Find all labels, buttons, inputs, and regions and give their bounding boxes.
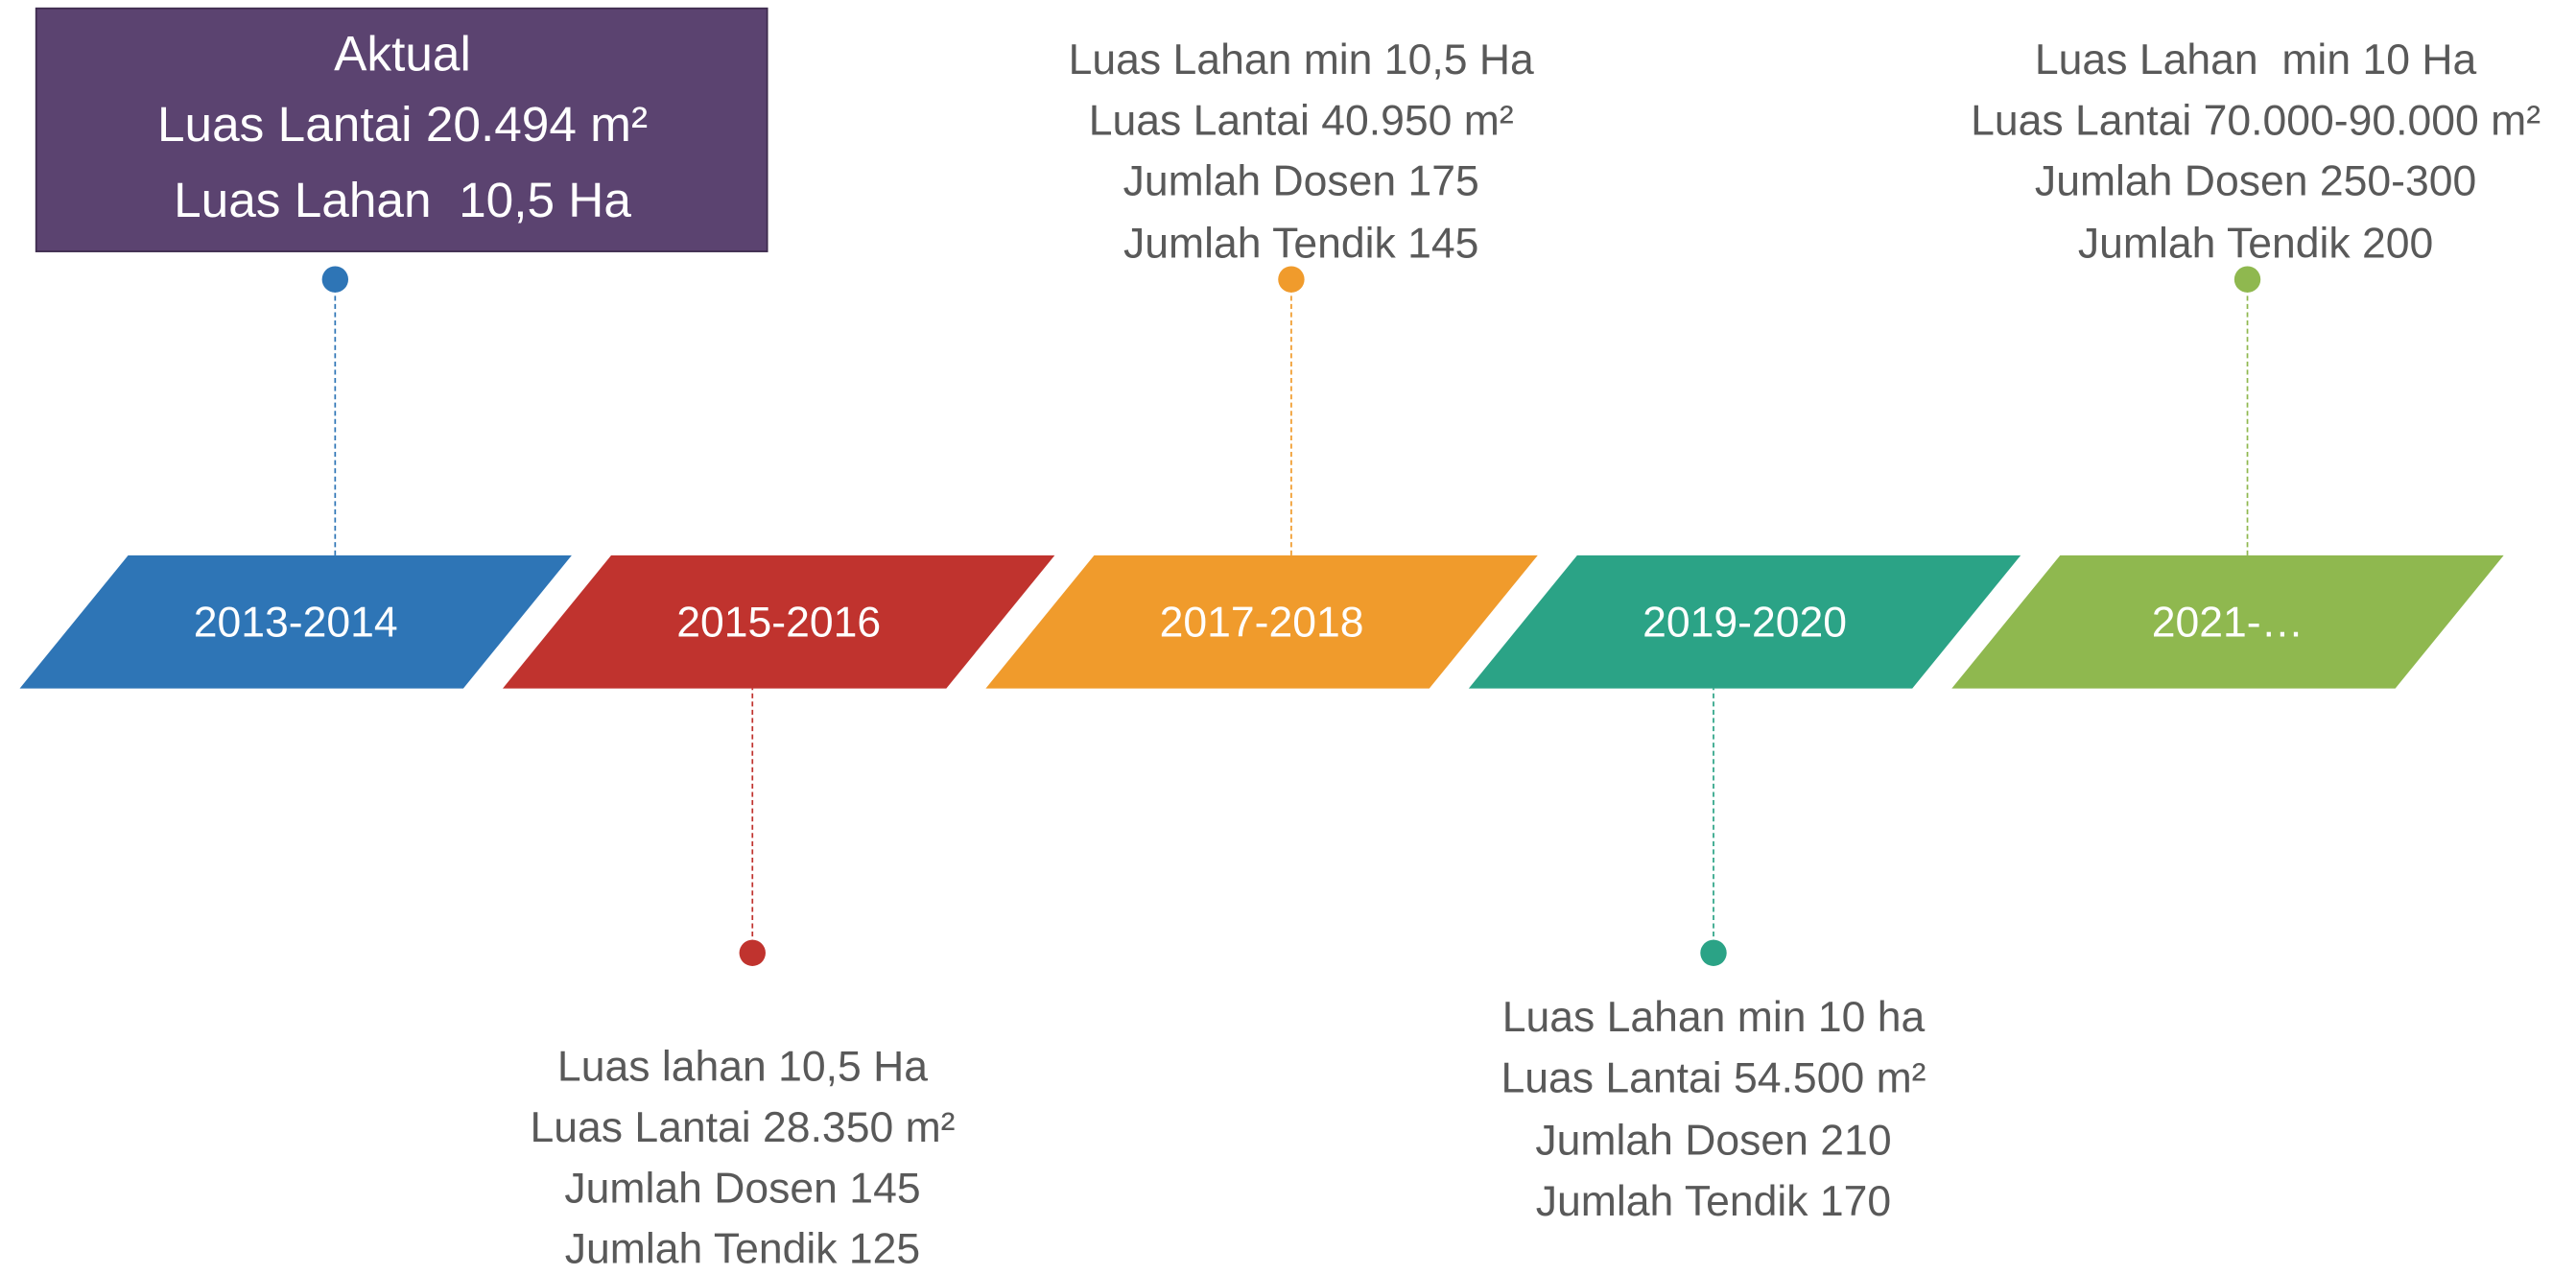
note-line: Luas lahan 10,5 Ha [557, 1044, 928, 1091]
note-line: Jumlah Dosen 145 [564, 1165, 920, 1212]
period-shape [19, 555, 572, 689]
note-line: Luas Lahan min 10,5 Ha [1069, 36, 1534, 83]
period-shape [502, 555, 1055, 689]
period-label: 2013-2014 [194, 599, 398, 646]
marker-dot [1700, 939, 1727, 966]
note-line: Aktual [334, 26, 471, 82]
note-line: Jumlah Tendik 200 [2078, 221, 2433, 268]
marker-dot [321, 266, 349, 293]
note-line: Jumlah Tendik 170 [1536, 1178, 1891, 1225]
marker-dot [739, 939, 766, 966]
note-line: Jumlah Dosen 210 [1535, 1118, 1891, 1165]
note-line: Jumlah Tendik 125 [565, 1226, 920, 1273]
note-line: Luas Lantai 20.494 m² [157, 96, 648, 152]
period-label: 2015-2016 [676, 599, 881, 646]
note-line: Luas Lahan 10,5 Ha [174, 172, 631, 227]
period-label: 2021-… [2152, 599, 2304, 646]
note-line: Jumlah Tendik 145 [1123, 221, 1478, 268]
note-line: Jumlah Dosen 175 [1123, 158, 1479, 205]
note-line: Luas Lahan min 10 ha [1502, 994, 1926, 1041]
period-label: 2019-2020 [1642, 599, 1847, 646]
period-label: 2017-2018 [1160, 599, 1364, 646]
period-shape [985, 555, 1538, 689]
marker-dot [1278, 266, 1305, 293]
note-line: Luas Lantai 70.000-90.000 m² [1971, 97, 2541, 144]
note-line: Jumlah Dosen 250-300 [2035, 158, 2476, 205]
highlight-box [35, 7, 768, 252]
note-line: Luas Lantai 40.950 m² [1089, 97, 1514, 144]
note-line: Luas Lantai 54.500 m² [1501, 1055, 1926, 1102]
note-line: Luas Lantai 28.350 m² [531, 1104, 956, 1151]
period-shape [1951, 555, 2504, 689]
marker-dot [2233, 266, 2261, 293]
note-line: Luas Lahan min 10 Ha [2035, 36, 2477, 83]
period-shape [1468, 555, 2021, 689]
